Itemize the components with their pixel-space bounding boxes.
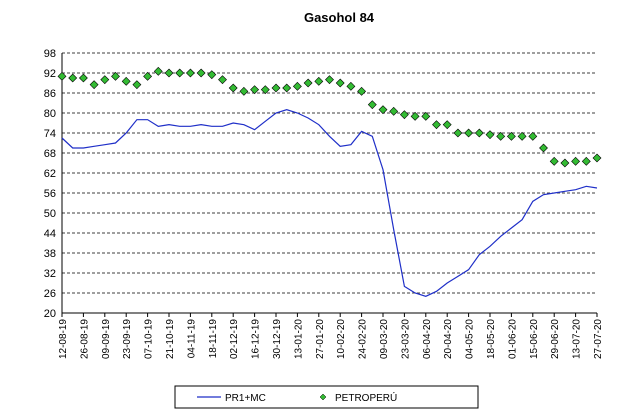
marker bbox=[367, 100, 377, 110]
marker bbox=[410, 111, 420, 121]
marker bbox=[260, 85, 270, 95]
marker bbox=[228, 83, 238, 93]
x-tick-label: 18-11-19 bbox=[208, 319, 219, 359]
x-tick-label: 18-05-20 bbox=[486, 319, 497, 359]
marker bbox=[143, 71, 153, 81]
marker bbox=[185, 68, 195, 78]
marker bbox=[474, 128, 484, 138]
x-tick-label: 04-11-19 bbox=[186, 319, 197, 359]
legend-box bbox=[174, 385, 479, 409]
marker bbox=[389, 106, 399, 116]
legend-label: PR1+MC bbox=[225, 393, 266, 404]
marker bbox=[571, 156, 581, 166]
x-tick-label: 04-05-20 bbox=[465, 319, 476, 359]
y-tick-label: 98 bbox=[44, 48, 56, 60]
x-tick-label: 23-09-19 bbox=[122, 319, 133, 359]
marker bbox=[250, 85, 260, 95]
marker bbox=[378, 105, 388, 115]
marker bbox=[314, 76, 324, 86]
x-tick-label: 27-01-20 bbox=[315, 319, 326, 359]
y-tick-label: 80 bbox=[44, 108, 56, 120]
y-tick-label: 74 bbox=[44, 128, 56, 140]
marker bbox=[218, 75, 227, 85]
chart-title: Gasohol 84 bbox=[304, 10, 375, 25]
marker bbox=[132, 80, 142, 90]
marker bbox=[196, 68, 206, 78]
marker bbox=[496, 131, 506, 141]
x-tick-label: 27-07-20 bbox=[593, 319, 604, 359]
x-tick-label: 09-09-19 bbox=[101, 319, 112, 359]
y-tick-label: 50 bbox=[44, 208, 56, 220]
x-tick-label: 21-10-19 bbox=[165, 319, 176, 359]
x-tick-label: 24-02-20 bbox=[358, 319, 369, 359]
marker bbox=[517, 131, 527, 141]
x-tick-label: 13-01-20 bbox=[293, 319, 304, 359]
marker bbox=[399, 110, 409, 120]
marker bbox=[453, 128, 463, 138]
x-tick-label: 06-04-20 bbox=[422, 319, 433, 359]
marker bbox=[282, 83, 292, 93]
marker bbox=[100, 75, 110, 85]
marker bbox=[121, 76, 131, 86]
marker bbox=[78, 73, 88, 83]
x-tick-label: 23-03-20 bbox=[400, 319, 411, 359]
marker bbox=[239, 86, 249, 96]
marker bbox=[111, 71, 120, 81]
y-tick-label: 38 bbox=[44, 248, 56, 260]
marker bbox=[303, 78, 313, 88]
y-tick-label: 44 bbox=[44, 228, 56, 240]
y-tick-label: 26 bbox=[44, 288, 56, 300]
marker bbox=[464, 128, 474, 138]
x-tick-label: 29-06-20 bbox=[550, 319, 561, 359]
y-tick-label: 32 bbox=[44, 268, 56, 280]
marker bbox=[335, 78, 345, 88]
marker bbox=[560, 158, 570, 168]
x-tick-label: 15-06-20 bbox=[529, 319, 540, 359]
marker bbox=[175, 68, 185, 78]
y-tick-label: 86 bbox=[44, 88, 56, 100]
y-tick-label: 62 bbox=[44, 168, 56, 180]
x-tick-label: 02-12-19 bbox=[229, 319, 240, 359]
marker bbox=[539, 143, 548, 153]
x-tick-label: 10-02-20 bbox=[336, 319, 347, 359]
y-tick-label: 92 bbox=[44, 68, 56, 80]
marker bbox=[357, 86, 367, 96]
marker bbox=[442, 120, 452, 130]
x-tick-label: 13-07-20 bbox=[572, 319, 583, 359]
marker bbox=[271, 83, 281, 93]
marker bbox=[581, 156, 591, 166]
x-tick-label: 12-08-19 bbox=[58, 319, 69, 359]
marker bbox=[292, 81, 302, 91]
x-tick-label: 07-10-19 bbox=[144, 319, 155, 359]
series-line bbox=[61, 109, 598, 297]
marker bbox=[68, 73, 78, 83]
x-tick-label: 01-06-20 bbox=[507, 319, 518, 359]
marker bbox=[528, 131, 538, 141]
x-tick-label: 26-08-19 bbox=[79, 319, 90, 359]
legend-label: PETROPERÚ bbox=[335, 391, 397, 404]
marker bbox=[432, 120, 441, 130]
marker bbox=[346, 81, 356, 91]
x-tick-label: 20-04-20 bbox=[443, 319, 454, 359]
legend-swatch bbox=[319, 393, 327, 401]
marker bbox=[207, 70, 217, 80]
y-tick-label: 20 bbox=[44, 308, 56, 320]
marker bbox=[506, 131, 516, 141]
x-tick-label: 09-03-20 bbox=[379, 319, 390, 359]
marker bbox=[325, 75, 334, 85]
marker bbox=[485, 130, 495, 140]
marker bbox=[549, 156, 559, 166]
marker bbox=[164, 68, 174, 78]
y-tick-label: 56 bbox=[44, 188, 56, 200]
x-tick-label: 30-12-19 bbox=[272, 319, 283, 359]
marker bbox=[421, 111, 431, 121]
marker bbox=[57, 71, 67, 81]
marker bbox=[89, 80, 99, 90]
marker bbox=[153, 66, 163, 76]
y-tick-label: 68 bbox=[44, 148, 56, 160]
marker bbox=[592, 153, 602, 163]
x-tick-label: 16-12-19 bbox=[251, 319, 262, 359]
